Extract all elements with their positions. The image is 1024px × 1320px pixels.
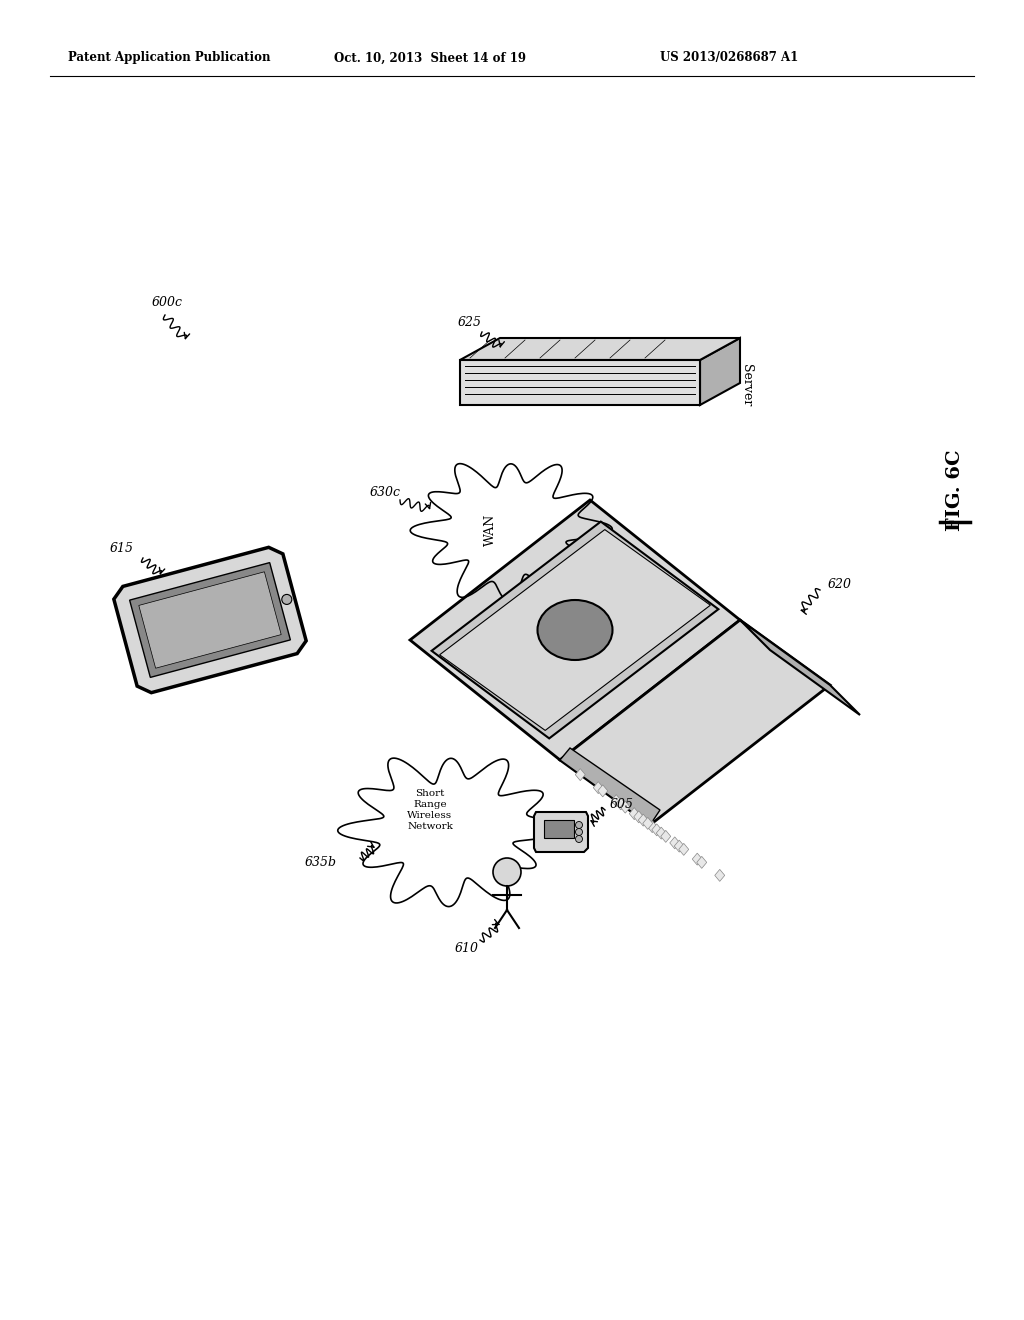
Polygon shape [674, 840, 684, 853]
Polygon shape [593, 781, 603, 793]
Polygon shape [411, 463, 612, 601]
Text: 600c: 600c [152, 296, 183, 309]
Ellipse shape [538, 601, 612, 660]
Polygon shape [139, 572, 282, 668]
Text: FIG. 6C: FIG. 6C [946, 449, 964, 531]
Circle shape [575, 829, 583, 836]
Polygon shape [630, 808, 639, 820]
Polygon shape [634, 810, 644, 822]
Polygon shape [696, 857, 707, 869]
Polygon shape [560, 620, 830, 825]
Polygon shape [560, 748, 660, 825]
Polygon shape [410, 500, 740, 760]
Text: 610: 610 [455, 941, 479, 954]
Text: Short
Range
Wireless
Network: Short Range Wireless Network [408, 789, 453, 832]
Polygon shape [638, 814, 648, 826]
Polygon shape [660, 830, 671, 842]
Text: 605: 605 [610, 799, 634, 812]
Text: 625: 625 [458, 315, 482, 329]
Polygon shape [544, 820, 574, 838]
Text: Patent Application Publication: Patent Application Publication [68, 51, 270, 65]
Polygon shape [598, 785, 608, 797]
Polygon shape [338, 758, 565, 907]
Polygon shape [656, 828, 667, 840]
Polygon shape [700, 338, 740, 405]
Polygon shape [740, 620, 860, 715]
Text: 630c: 630c [370, 486, 401, 499]
Polygon shape [575, 768, 586, 780]
Polygon shape [615, 797, 626, 810]
Polygon shape [460, 360, 700, 405]
Polygon shape [715, 870, 725, 882]
Polygon shape [611, 795, 622, 807]
Polygon shape [534, 812, 588, 851]
Circle shape [575, 836, 583, 842]
Polygon shape [460, 338, 740, 360]
Polygon shape [692, 853, 702, 865]
Text: US 2013/0268687 A1: US 2013/0268687 A1 [660, 51, 799, 65]
Text: WAN: WAN [483, 513, 497, 546]
Polygon shape [643, 817, 652, 829]
Circle shape [575, 821, 583, 829]
Polygon shape [670, 837, 680, 849]
Circle shape [282, 594, 292, 605]
Polygon shape [651, 824, 662, 836]
Circle shape [493, 858, 521, 886]
Polygon shape [431, 521, 719, 738]
Polygon shape [130, 562, 291, 677]
Text: Oct. 10, 2013  Sheet 14 of 19: Oct. 10, 2013 Sheet 14 of 19 [334, 51, 526, 65]
Text: 635b: 635b [305, 855, 337, 869]
Polygon shape [114, 548, 306, 693]
Polygon shape [621, 801, 630, 813]
Polygon shape [439, 529, 711, 730]
Text: 620: 620 [828, 578, 852, 591]
Text: 615: 615 [110, 541, 134, 554]
Polygon shape [679, 843, 689, 855]
Polygon shape [647, 821, 657, 833]
Text: Server: Server [740, 364, 753, 407]
